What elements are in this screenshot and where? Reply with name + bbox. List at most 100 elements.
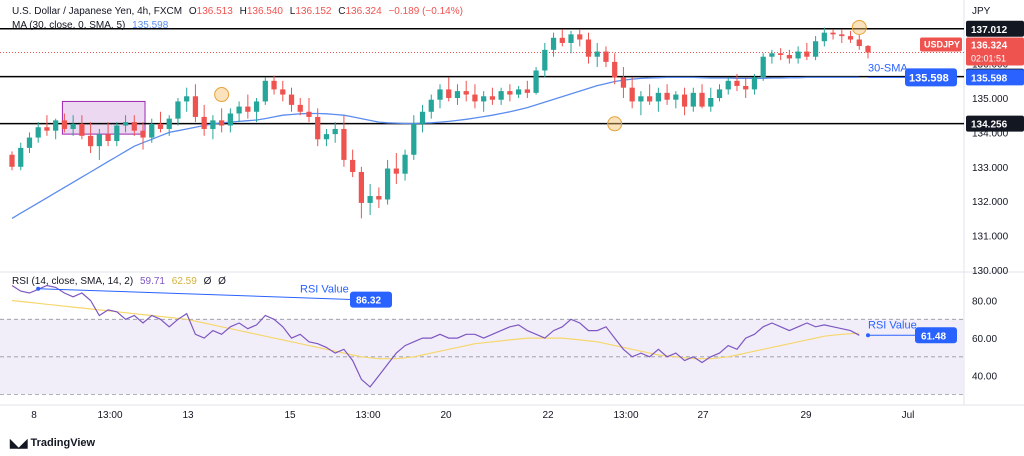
candle-body xyxy=(664,92,670,100)
candle-body xyxy=(550,37,557,50)
price-axis-tick: 131.000 xyxy=(972,232,1009,243)
candle-body xyxy=(507,91,513,95)
consolidation-box xyxy=(61,100,146,135)
o-label: O xyxy=(188,6,197,17)
h-value: 136.540 xyxy=(246,6,283,17)
rsi-legend-value: 59.71 xyxy=(139,276,165,287)
candle-body xyxy=(559,37,565,43)
price-axis-tick: 132.000 xyxy=(972,197,1009,208)
candle-body xyxy=(131,122,137,131)
time-axis-tick: 13:00 xyxy=(97,410,122,421)
tradingview-brand[interactable]: ◣◢ TradingView xyxy=(10,436,95,450)
symbol-title[interactable]: U.S. Dollar / Japanese Yen, 4h, FXCM xyxy=(12,6,183,17)
candle-body xyxy=(716,89,723,98)
candle-body xyxy=(472,94,478,102)
c-label: C xyxy=(338,6,346,17)
candle-body xyxy=(315,116,321,140)
candle-body xyxy=(786,55,793,59)
candle-body xyxy=(332,128,338,135)
rsi-annotation-dot xyxy=(36,286,41,291)
symbol-tag: USDJPY xyxy=(924,39,960,49)
candle-body xyxy=(122,122,129,126)
candle-body xyxy=(140,130,146,138)
candle-body xyxy=(428,99,434,112)
price-axis-tick: 130.000 xyxy=(972,266,1009,277)
price-axis-tick: 133.000 xyxy=(972,163,1009,174)
candle-body xyxy=(149,123,155,138)
candle-body xyxy=(454,91,461,98)
rsi-axis-tick: 60.00 xyxy=(972,334,997,345)
time-axis-tick: Jul xyxy=(902,410,915,421)
candle-body xyxy=(533,70,539,93)
rsi-extra-2: Ø xyxy=(218,276,226,287)
candle-body xyxy=(393,168,399,174)
tradingview-logo-icon: ◣◢ xyxy=(10,436,27,450)
time-axis-tick: 29 xyxy=(800,410,812,421)
candle-body xyxy=(498,91,504,100)
candle-body xyxy=(489,96,496,100)
rsi-line xyxy=(11,284,860,388)
swing-point-marker xyxy=(851,19,867,35)
rsi-annotation-line xyxy=(38,288,356,301)
candle-body xyxy=(542,49,548,71)
rsi-legend-label[interactable]: RSI (14, close, SMA, 14, 2) xyxy=(12,276,134,287)
candle-body xyxy=(87,135,94,147)
candle-body xyxy=(821,32,827,42)
candle-body xyxy=(253,101,260,112)
h-label: H xyxy=(239,6,247,17)
candle-body xyxy=(376,196,382,200)
candle-body xyxy=(350,159,356,172)
candle-body xyxy=(856,39,862,47)
candle-body xyxy=(585,39,592,57)
candle-body xyxy=(157,123,164,129)
rsi-header: RSI (14, close, SMA, 14, 2) 59.71 62.59 … xyxy=(12,276,230,287)
candle-body xyxy=(166,118,172,129)
ma-annotation-text: 30-SMA xyxy=(868,62,908,74)
candle-body xyxy=(577,34,583,40)
candle-body xyxy=(743,85,749,90)
time-axis-tick: 22 xyxy=(542,410,554,421)
rsi-axis-tick: 40.00 xyxy=(972,372,997,383)
candle-body xyxy=(760,56,766,78)
time-axis-tick: 8 xyxy=(31,410,37,421)
price-tag-bg xyxy=(966,37,1024,66)
candle-body xyxy=(367,196,373,203)
candle-body xyxy=(219,120,225,126)
level-label-bg xyxy=(966,20,1024,37)
candle-body xyxy=(79,123,85,136)
candle-body xyxy=(751,77,758,90)
brand-text: TradingView xyxy=(30,437,96,449)
rsi-annotation-text: RSI Value xyxy=(300,284,349,296)
rsi-axis-tick: 80.00 xyxy=(972,297,997,308)
c-value: 136.324 xyxy=(345,6,382,17)
candle-body xyxy=(638,96,644,102)
rsi-band xyxy=(0,319,964,395)
ma-legend-label[interactable]: MA (30, close, 0, SMA, 5) xyxy=(12,20,126,31)
candle-body xyxy=(655,92,661,102)
candle-body xyxy=(402,154,408,174)
candle-body xyxy=(725,80,731,90)
candle-body xyxy=(105,134,111,141)
candle-body xyxy=(594,51,600,57)
ma-header: MA (30, close, 0, SMA, 5) 135.598 xyxy=(12,20,172,31)
candle-body xyxy=(804,51,810,57)
candle-body xyxy=(629,87,635,102)
candle-body xyxy=(411,123,417,155)
candle-body xyxy=(245,106,251,112)
candle-body xyxy=(865,45,871,53)
ma-value-badge: 135.598 xyxy=(909,72,949,84)
currency-label: JPY xyxy=(972,6,991,17)
candle-body xyxy=(61,120,68,129)
candle-body xyxy=(778,53,784,55)
candle-body xyxy=(175,101,181,119)
candle-body xyxy=(358,171,365,203)
candle-body xyxy=(271,80,277,90)
sma30-line xyxy=(11,76,860,219)
l-label: L xyxy=(289,6,296,17)
candle-body xyxy=(18,147,24,167)
candle-body xyxy=(53,120,59,131)
candle-body xyxy=(306,111,312,117)
symbol-header: U.S. Dollar / Japanese Yen, 4h, FXCM O 13… xyxy=(12,6,467,17)
time-axis-tick: 13:00 xyxy=(355,410,380,421)
